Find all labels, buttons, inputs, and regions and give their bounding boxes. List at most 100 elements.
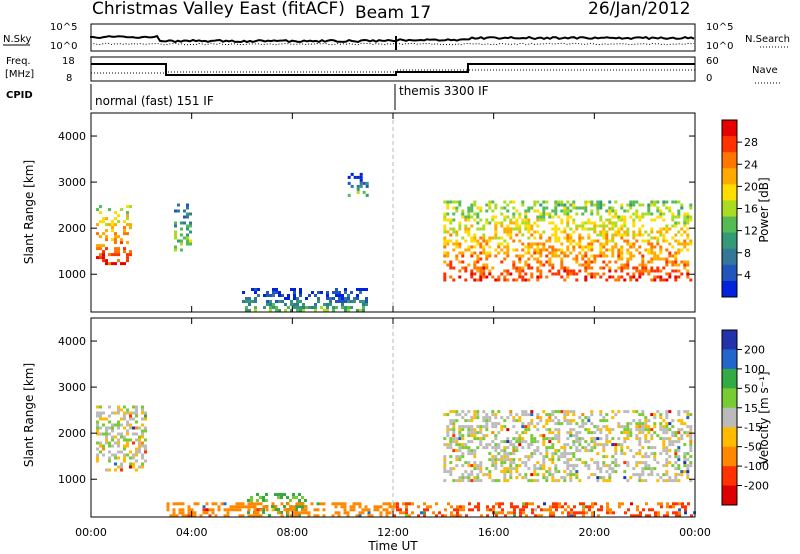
data-cell xyxy=(144,459,147,463)
data-cell xyxy=(105,429,108,433)
data-cell xyxy=(166,508,170,512)
data-cell xyxy=(537,505,540,509)
data-cell xyxy=(653,203,657,207)
data-cell xyxy=(545,212,549,216)
x-tick-label: 04:00 xyxy=(176,526,208,539)
data-cell xyxy=(590,248,594,252)
data-cell xyxy=(455,437,459,441)
data-cell xyxy=(477,502,480,506)
data-cell xyxy=(299,309,302,312)
data-cell xyxy=(265,493,268,496)
date-label: 26/Jan/2012 xyxy=(588,0,691,19)
data-cell xyxy=(350,300,353,303)
data-cell xyxy=(503,245,507,249)
colorbar-swatch xyxy=(722,232,737,250)
data-cell xyxy=(653,275,657,279)
data-cell xyxy=(674,431,678,435)
data-cell xyxy=(388,505,392,509)
data-cell xyxy=(129,450,132,454)
data-cell xyxy=(335,288,338,291)
data-cell xyxy=(352,502,356,506)
data-cell xyxy=(575,470,579,474)
data-cell xyxy=(629,449,633,453)
data-cell xyxy=(488,443,492,447)
data-cell xyxy=(280,493,283,496)
data-cell xyxy=(689,428,693,432)
data-cell xyxy=(575,458,579,462)
data-cell xyxy=(341,303,344,306)
data-cell xyxy=(665,410,669,414)
data-cell xyxy=(599,230,603,234)
data-cell xyxy=(123,232,126,236)
data-cell xyxy=(548,239,552,243)
colorbar-swatch xyxy=(722,330,737,350)
data-cell xyxy=(455,239,459,243)
data-cell xyxy=(596,203,600,207)
data-cell xyxy=(271,505,274,508)
data-cell xyxy=(527,257,531,261)
data-cell xyxy=(449,275,453,279)
data-cell xyxy=(289,499,292,502)
data-cell xyxy=(564,502,567,506)
data-cell xyxy=(482,473,486,477)
data-cell xyxy=(479,269,483,273)
data-cell xyxy=(277,508,280,511)
data-cell xyxy=(362,303,365,306)
data-cell xyxy=(96,420,99,424)
data-cell xyxy=(611,215,615,219)
data-cell xyxy=(674,224,678,228)
data-cell xyxy=(560,218,564,222)
data-cell xyxy=(596,272,600,276)
data-cell xyxy=(129,414,132,418)
data-cell xyxy=(686,452,690,456)
data-cell xyxy=(314,294,317,297)
data-cell xyxy=(447,502,450,506)
data-cell xyxy=(235,508,239,512)
data-cell xyxy=(551,410,555,414)
data-cell xyxy=(476,227,480,231)
data-cell xyxy=(686,275,690,279)
data-cell xyxy=(665,473,669,477)
data-cell xyxy=(123,426,126,430)
data-cell xyxy=(668,461,672,465)
data-cell xyxy=(470,473,474,477)
data-cell xyxy=(358,505,362,509)
data-cell xyxy=(608,209,612,213)
data-cell xyxy=(178,502,182,506)
data-cell xyxy=(590,245,594,249)
data-cell xyxy=(566,419,570,423)
data-cell xyxy=(506,455,510,459)
data-cell xyxy=(602,464,606,468)
data-cell xyxy=(114,232,117,236)
data-cell xyxy=(554,470,558,474)
data-cell xyxy=(359,309,362,312)
data-cell xyxy=(459,505,462,509)
data-cell xyxy=(684,511,687,515)
data-cell xyxy=(461,464,465,468)
data-cell xyxy=(686,272,690,276)
data-cell xyxy=(443,461,447,465)
data-cell xyxy=(686,221,690,225)
data-cell xyxy=(549,514,552,518)
data-cell xyxy=(189,230,192,234)
data-cell xyxy=(512,206,516,210)
data-cell xyxy=(626,425,630,429)
data-cell xyxy=(581,437,585,441)
data-cell xyxy=(259,514,263,518)
data-cell xyxy=(497,236,501,240)
data-cell xyxy=(581,206,585,210)
data-cell xyxy=(605,248,609,252)
data-cell xyxy=(455,200,459,204)
data-cell xyxy=(566,275,570,279)
data-cell xyxy=(638,422,642,426)
data-cell xyxy=(123,411,126,415)
data-cell xyxy=(452,437,456,441)
data-cell xyxy=(500,416,504,420)
data-cell xyxy=(476,260,480,264)
data-cell xyxy=(645,502,648,506)
data-cell xyxy=(456,514,459,518)
data-cell xyxy=(359,184,363,188)
data-cell xyxy=(105,438,108,442)
data-cell xyxy=(581,248,585,252)
data-cell xyxy=(602,230,606,234)
